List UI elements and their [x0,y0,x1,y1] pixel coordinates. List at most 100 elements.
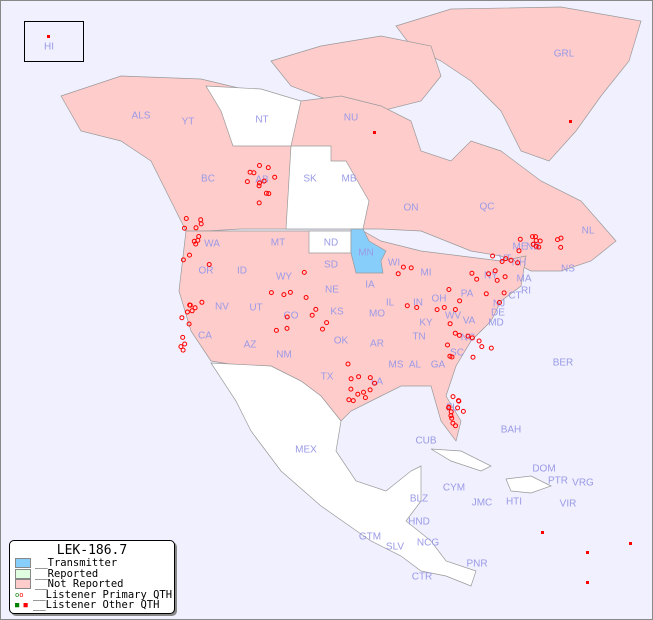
region-label-als: ALS [132,111,151,122]
region-label-mb: MB [342,174,357,185]
listener-marker [457,298,463,304]
legend-label: __Reported [35,567,99,580]
listener-marker [178,344,184,350]
listener-marker [179,315,185,321]
listener-marker [263,190,269,196]
listener-marker [456,332,462,338]
listener-marker [503,256,509,262]
listener-marker [192,305,198,311]
region-label-ptr: PTR [548,476,568,487]
region-label-blz: BLZ [410,494,428,505]
listener-marker [453,423,458,429]
circle-marker-icon: oo [15,590,24,599]
listener-marker [408,265,414,271]
legend-label: __Listener Other QTH [33,599,160,612]
region-label-qc: QC [480,202,495,213]
listener-marker [497,300,502,305]
listener-marker [558,244,564,250]
listener-marker [501,290,507,296]
listener-marker [533,243,539,249]
region-label-nm: NM [276,350,292,361]
listener-marker [474,276,480,282]
region-label-cym: CYM [443,483,465,494]
region-label-bc: BC [201,174,215,185]
region-label-ma: MA [517,274,532,285]
listener-marker [456,398,462,404]
region-label-yt: YT [182,117,195,128]
listener-marker [558,235,564,241]
region-label-vrg: VRG [572,478,594,489]
listener-marker [184,309,190,315]
listener-marker [404,303,410,309]
listener-marker [372,380,378,386]
listener-marker [502,274,508,280]
square-marker-icon: ■ ■ [15,601,28,610]
listener-marker [281,292,287,298]
region-label-ms: MS [389,360,404,371]
region-label-nu: NU [344,113,358,124]
region-label-az: AZ [244,340,257,351]
listener-marker [345,361,351,367]
region-label-tx: TX [321,372,334,383]
listener-marker [483,291,489,297]
listener-marker [348,376,354,382]
region-label-la: LA [371,377,384,388]
region-hispaniola [505,475,552,494]
listener-marker [452,307,458,312]
region-label-in: IN [413,298,423,309]
region-label-hnd: HND [408,517,430,528]
listener-marker [508,257,514,263]
region-label-dom: DOM [532,464,555,475]
region-label-ut: UT [249,303,262,314]
region-label-ks: KS [330,307,344,318]
region-label-nh: NH [512,258,526,269]
listener-marker [257,180,262,186]
listener-marker [395,271,401,277]
listener-marker [469,270,475,276]
region-label-wy: WY [276,272,292,283]
listener-marker [362,395,368,401]
listener-marker [494,277,500,283]
listener-marker [272,174,278,180]
legend-not-reported: __Not Reported [10,578,174,590]
listener-other-marker [569,120,572,123]
listener-marker [492,268,498,274]
listener-marker [452,330,458,336]
listener-marker [268,290,274,296]
region-label-al: AL [409,360,422,371]
region-label-ct: CT [508,291,521,302]
listener-marker [195,237,201,243]
listener-marker [446,405,452,411]
region-label-oh: OH [432,294,447,305]
region-label-va: VA [463,316,476,327]
legend-title: LEK-186.7 [56,543,128,558]
region-label-pnr: PNR [466,559,487,570]
listener-marker [350,398,356,404]
listener-marker [180,257,186,263]
region-cuba [430,448,492,472]
listener-marker [414,305,420,310]
listener-marker [367,387,373,393]
region-label-ca: CA [198,331,212,342]
region-label-hti: HTI [506,497,522,508]
listener-marker [530,234,535,240]
listener-marker [450,394,456,400]
region-label-sd: SD [324,260,338,271]
region-label-nd: ND [324,238,338,249]
region-label-mo: MO [369,309,385,320]
region-label-nv: NV [215,302,229,313]
legend-label: __Transmitter [35,557,118,570]
listener-marker [517,236,523,242]
listener-marker [490,253,496,259]
listener-marker [182,341,188,347]
listener-marker [469,335,475,341]
listener-marker [313,306,319,312]
region-mexico [210,362,477,587]
listener-marker [476,338,482,344]
legend-transmitter: __Transmitter [10,557,174,570]
region-label-vt: VT [499,254,512,265]
region-label-ny: NY [484,271,498,282]
listener-marker [187,302,193,308]
region-label-grl: GRL [554,49,575,60]
